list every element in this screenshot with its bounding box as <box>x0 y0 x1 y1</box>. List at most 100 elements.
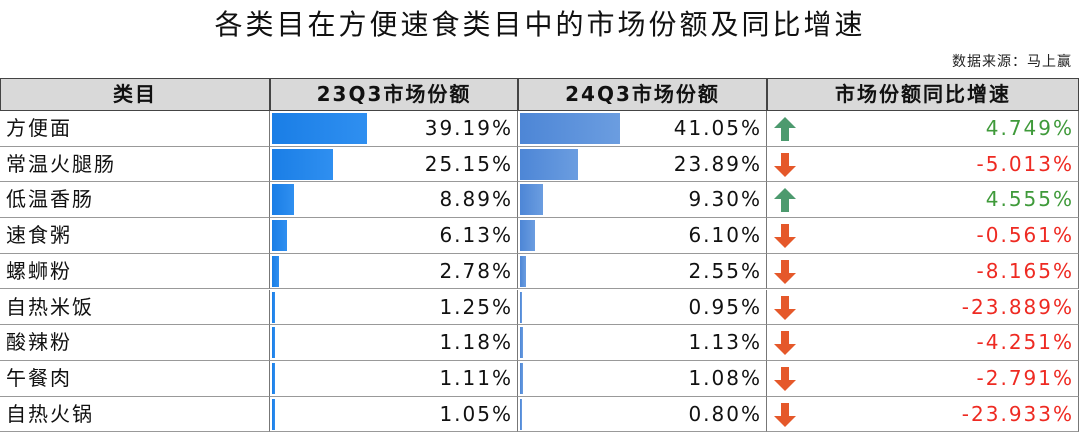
category: 低温香肠 <box>6 187 94 212</box>
data-bar <box>520 220 535 252</box>
data-bar <box>272 291 276 323</box>
yoy-value: -5.013% <box>976 151 1074 176</box>
cell: 2.55% <box>518 253 767 290</box>
share-value: 2.55% <box>688 258 762 283</box>
data-bar <box>272 184 294 216</box>
arrow-down <box>774 259 796 284</box>
share-value: 1.05% <box>439 401 513 426</box>
cell: 2.78% <box>270 253 518 290</box>
data-bar <box>272 327 275 359</box>
cell: 6.10% <box>518 218 767 254</box>
cell: 自热火锅 <box>0 396 270 432</box>
column-header: 23Q3市场份额 <box>270 78 518 111</box>
share-value: 1.25% <box>439 294 513 319</box>
data-bar <box>272 220 287 252</box>
cell: 自热米饭 <box>0 289 270 326</box>
category: 螺蛳粉 <box>6 258 72 283</box>
cell: 41.05% <box>518 111 767 147</box>
share-value: 8.89% <box>439 187 513 212</box>
cell: -0.561% <box>767 218 1079 254</box>
share-value: 1.18% <box>439 330 513 355</box>
cell: -4.251% <box>767 325 1079 361</box>
cell: -23.933% <box>767 396 1079 432</box>
yoy-value: -2.791% <box>976 365 1074 390</box>
cell: -8.165% <box>767 253 1079 290</box>
cell: 0.80% <box>518 396 767 432</box>
share-value: 1.11% <box>439 365 513 390</box>
title: 各类目在方便速食类目中的市场份额及同比增速 <box>214 8 866 41</box>
data-bar <box>520 255 527 287</box>
share-value: 2.78% <box>439 258 513 283</box>
arrow-down <box>774 402 796 427</box>
share-value: 1.08% <box>688 365 762 390</box>
cell: 39.19% <box>270 111 518 147</box>
cell: 23.89% <box>518 146 767 183</box>
cell: 0.95% <box>518 289 767 326</box>
arrow-down <box>774 295 796 320</box>
cell: 方便面 <box>0 111 270 147</box>
yoy-value: -0.561% <box>976 223 1074 248</box>
cell: 8.89% <box>270 182 518 219</box>
category: 常温火腿肠 <box>6 151 116 176</box>
cell: 1.18% <box>270 325 518 361</box>
share-value: 6.10% <box>688 223 762 248</box>
cell: -5.013% <box>767 146 1079 183</box>
cell: 速食粥 <box>0 218 270 254</box>
yoy-value: -8.165% <box>976 258 1074 283</box>
data-bar <box>272 255 279 287</box>
data-bar <box>520 184 543 216</box>
data-bar <box>520 113 620 144</box>
data-bar <box>272 148 334 180</box>
data-bar <box>272 362 275 394</box>
arrow-up <box>774 117 796 141</box>
share-value: 25.15% <box>424 151 513 176</box>
arrow-down <box>774 331 796 356</box>
cell: 1.11% <box>270 360 518 397</box>
share-value: 9.30% <box>688 187 762 212</box>
cell: 6.13% <box>270 218 518 254</box>
column-header: 类目 <box>0 78 270 111</box>
yoy-value: -23.889% <box>961 294 1074 319</box>
share-value: 6.13% <box>439 223 513 248</box>
yoy-value: 4.555% <box>985 187 1074 212</box>
cell: 4.555% <box>767 182 1079 219</box>
share-value: 23.89% <box>673 151 762 176</box>
share-value: 0.80% <box>688 401 762 426</box>
cell: 1.25% <box>270 289 518 326</box>
share-value: 1.13% <box>688 330 762 355</box>
cell: 酸辣粉 <box>0 325 270 361</box>
data-bar <box>272 398 275 430</box>
cell: 常温火腿肠 <box>0 146 270 183</box>
data-bar <box>520 362 523 394</box>
cell: 午餐肉 <box>0 360 270 397</box>
cell: 低温香肠 <box>0 182 270 219</box>
share-value: 0.95% <box>688 294 762 319</box>
data-bar <box>272 113 368 144</box>
cell: 1.08% <box>518 360 767 397</box>
category: 速食粥 <box>6 223 72 248</box>
category: 方便面 <box>6 116 72 140</box>
cell: 25.15% <box>270 146 518 183</box>
source: 数据来源：马上赢 <box>952 54 1072 70</box>
category: 自热火锅 <box>6 401 94 426</box>
cell: 4.749% <box>767 111 1079 147</box>
data-bar <box>520 398 522 430</box>
yoy-value: -4.251% <box>976 330 1074 355</box>
data-bar <box>520 327 523 359</box>
cell: -23.889% <box>767 289 1079 326</box>
cell: 1.13% <box>518 325 767 361</box>
cell: -2.791% <box>767 360 1079 397</box>
arrow-down <box>774 366 796 391</box>
category: 自热米饭 <box>6 294 94 319</box>
arrow-down <box>774 152 796 177</box>
share-value: 41.05% <box>673 116 762 140</box>
column-header: 市场份额同比增速 <box>767 78 1079 111</box>
data-bar <box>520 148 579 180</box>
share-value: 39.19% <box>424 116 513 140</box>
cell: 螺蛳粉 <box>0 253 270 290</box>
category: 午餐肉 <box>6 365 72 390</box>
arrow-down <box>774 224 796 249</box>
data-bar <box>520 291 523 323</box>
yoy-value: 4.749% <box>985 116 1074 140</box>
